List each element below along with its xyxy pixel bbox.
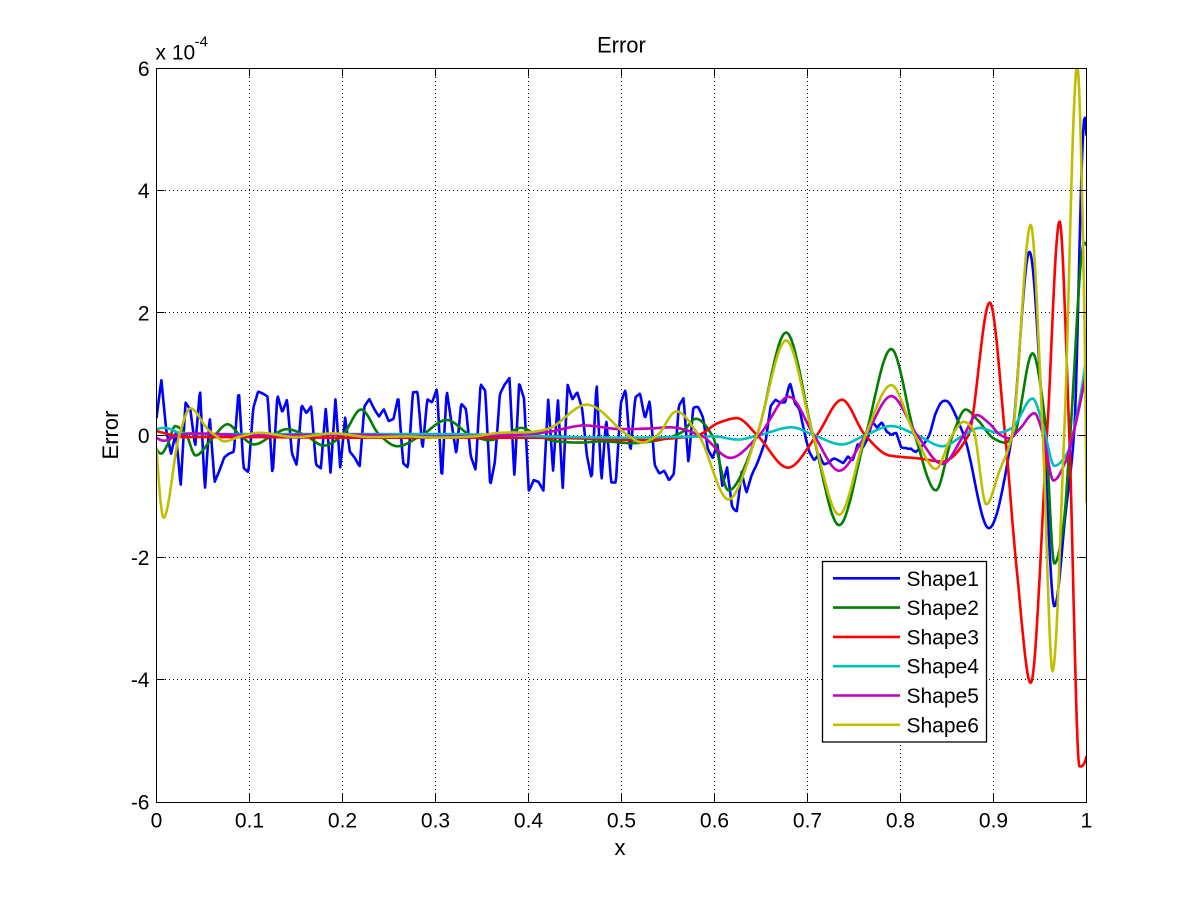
svg-text:-2: -2 — [131, 547, 150, 570]
svg-text:0.2: 0.2 — [328, 810, 357, 833]
svg-text:Shape6: Shape6 — [907, 714, 979, 737]
svg-text:Shape4: Shape4 — [907, 656, 980, 679]
svg-text:Shape3: Shape3 — [907, 626, 979, 649]
svg-text:0.4: 0.4 — [514, 810, 544, 833]
svg-text:0.1: 0.1 — [235, 810, 264, 833]
svg-text:-4: -4 — [195, 34, 208, 51]
svg-text:0: 0 — [138, 425, 150, 448]
svg-text:0.5: 0.5 — [607, 810, 636, 833]
svg-text:2: 2 — [138, 303, 150, 326]
svg-text:Shape2: Shape2 — [907, 597, 979, 620]
svg-text:Shape1: Shape1 — [907, 568, 979, 591]
svg-text:-4: -4 — [131, 669, 150, 692]
svg-text:0.9: 0.9 — [979, 810, 1008, 833]
svg-text:-6: -6 — [131, 792, 150, 815]
svg-text:Error: Error — [597, 33, 646, 58]
svg-text:6: 6 — [138, 58, 150, 81]
svg-text:0: 0 — [151, 810, 163, 833]
svg-text:1: 1 — [1081, 810, 1093, 833]
svg-text:0.8: 0.8 — [886, 810, 915, 833]
svg-text:x 10: x 10 — [156, 41, 196, 64]
svg-text:x: x — [615, 835, 626, 860]
svg-text:0.6: 0.6 — [700, 810, 729, 833]
svg-text:Shape5: Shape5 — [907, 685, 979, 708]
svg-text:0.7: 0.7 — [793, 810, 822, 833]
svg-text:Error: Error — [98, 411, 123, 460]
svg-text:0.3: 0.3 — [421, 810, 450, 833]
svg-text:4: 4 — [138, 180, 150, 203]
